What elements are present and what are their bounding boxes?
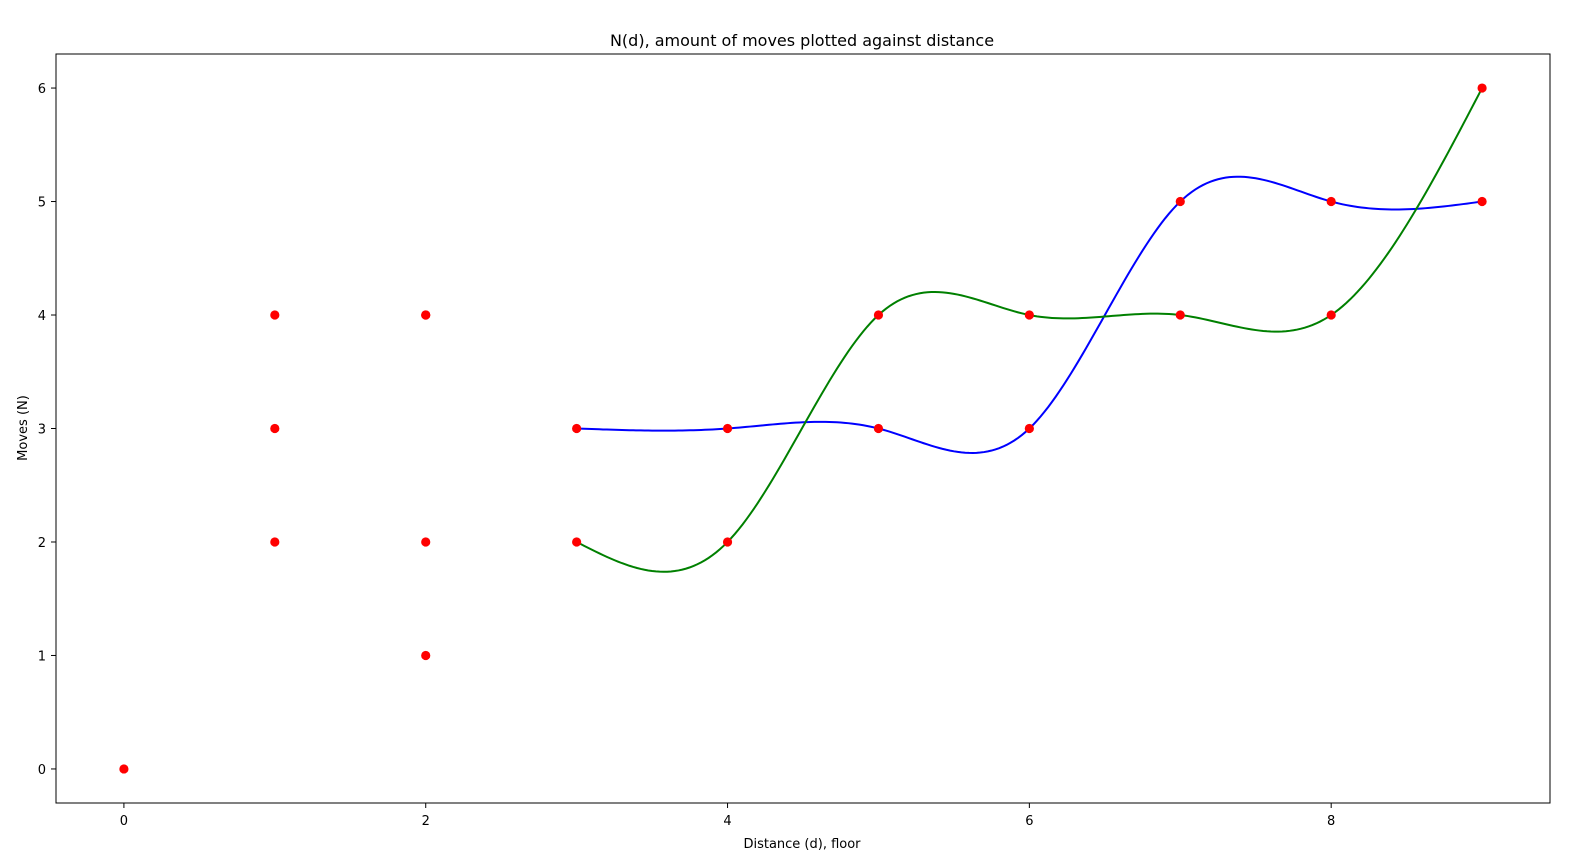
y-tick-label: 2	[38, 536, 46, 551]
y-axis-label: Moves (N)	[16, 395, 31, 461]
x-tick-label: 8	[1327, 814, 1335, 829]
data-point	[1477, 83, 1487, 93]
data-point	[873, 423, 884, 434]
data-point	[1024, 310, 1034, 320]
x-axis-label: Distance (d), floor	[743, 837, 861, 852]
data-point	[572, 423, 582, 434]
data-point	[572, 537, 582, 547]
points-layer	[119, 83, 1487, 774]
x-tick-label: 4	[723, 814, 731, 829]
data-point	[1175, 196, 1185, 207]
y-tick-label: 4	[38, 309, 46, 324]
data-point	[722, 537, 733, 547]
y-tick-label: 1	[38, 649, 46, 664]
y-ticks: 0 1 2 3 4 5 6	[38, 82, 56, 778]
y-tick-label: 3	[38, 423, 46, 438]
x-tick-label: 2	[422, 814, 430, 829]
data-point	[722, 423, 733, 434]
data-point	[1024, 423, 1034, 434]
data-point	[873, 310, 884, 320]
data-point	[421, 650, 431, 661]
data-point	[421, 537, 431, 547]
data-point	[421, 310, 431, 320]
data-point	[1326, 310, 1336, 320]
y-tick-label: 0	[38, 763, 46, 778]
x-tick-label: 6	[1025, 814, 1033, 829]
x-tick-label: 0	[120, 814, 128, 829]
series-line-2	[576, 87, 1483, 573]
data-point	[270, 310, 280, 320]
data-point	[270, 537, 280, 547]
data-point	[1326, 196, 1336, 207]
data-point	[1477, 196, 1487, 207]
series-layer	[576, 87, 1483, 573]
x-ticks: 0 2 4 6 8	[120, 803, 1335, 829]
data-point	[119, 764, 129, 774]
y-tick-label: 5	[38, 196, 46, 211]
y-tick-label: 6	[38, 82, 46, 97]
data-point	[1175, 310, 1185, 320]
chart-title: N(d), amount of moves plotted against di…	[610, 31, 994, 50]
data-point	[270, 423, 280, 434]
